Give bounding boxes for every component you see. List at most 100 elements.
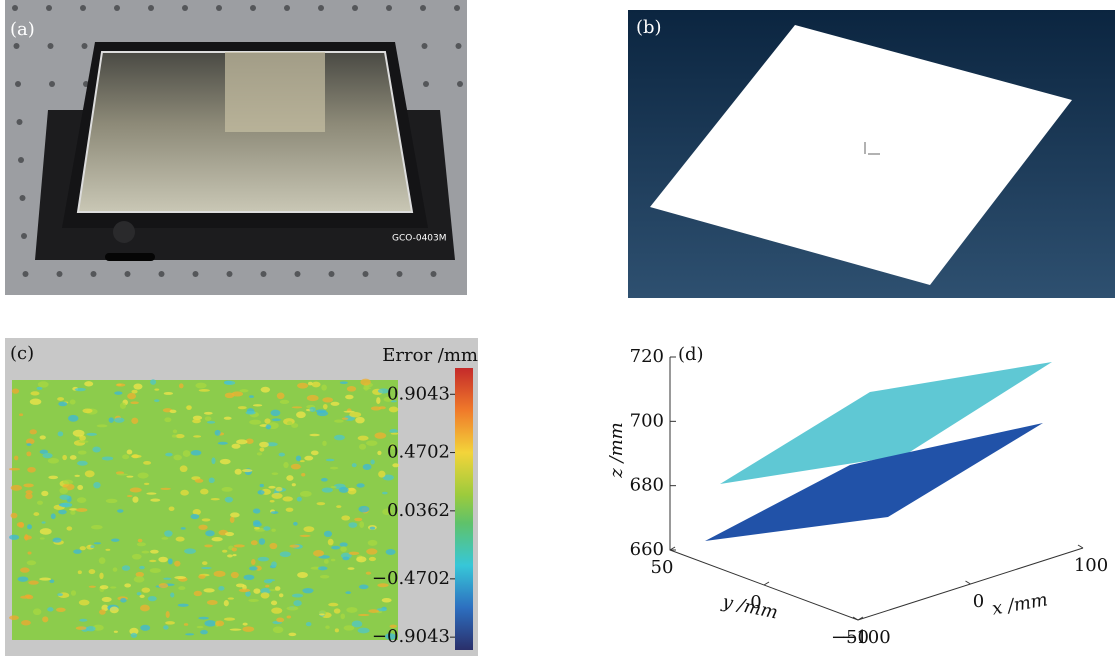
error-speckle <box>68 415 78 422</box>
error-speckle <box>76 508 88 512</box>
hole <box>20 195 26 201</box>
error-speckle <box>78 450 87 454</box>
error-speckle <box>291 423 298 428</box>
error-speckle <box>20 567 30 572</box>
error-speckle <box>370 527 376 530</box>
error-speckle <box>19 522 24 528</box>
error-speckle <box>137 542 146 546</box>
error-speckle <box>359 521 364 528</box>
error-speckle <box>275 487 282 491</box>
error-speckle <box>133 384 142 390</box>
error-speckle <box>214 571 226 577</box>
error-speckle <box>137 592 142 595</box>
error-speckle <box>258 557 269 562</box>
hole <box>91 271 97 277</box>
hole <box>250 5 256 11</box>
error-speckle <box>377 451 381 455</box>
error-speckle <box>204 544 213 547</box>
error-speckle <box>9 535 19 540</box>
hole <box>420 5 426 11</box>
error-speckle <box>249 395 254 398</box>
colorbar-tick-label: 0.4702 <box>387 442 450 463</box>
error-speckle <box>14 456 18 461</box>
error-speckle <box>354 518 362 521</box>
hole <box>227 271 233 277</box>
error-speckle <box>25 490 32 494</box>
hole <box>457 81 463 87</box>
hole <box>125 271 131 277</box>
error-speckle <box>261 592 270 598</box>
error-speckle <box>140 605 150 612</box>
error-speckle <box>366 548 377 554</box>
error-speckle <box>349 552 360 555</box>
error-speckle <box>131 418 138 424</box>
error-speckle <box>363 464 372 470</box>
error-speckle <box>204 620 216 626</box>
error-speckle <box>331 546 340 550</box>
error-speckle <box>114 391 122 394</box>
error-speckle <box>328 603 338 607</box>
error-speckle <box>371 406 382 410</box>
error-speckle <box>154 399 159 402</box>
error-speckle <box>368 609 379 613</box>
error-speckle <box>234 544 245 547</box>
error-speckle <box>253 508 260 513</box>
error-speckle <box>110 586 116 588</box>
error-speckle <box>232 444 241 449</box>
error-speckle <box>37 387 43 390</box>
colorbar-tick-label: −0.4702 <box>372 568 450 589</box>
error-speckle <box>282 496 292 501</box>
error-speckle <box>251 540 258 545</box>
error-speckle <box>180 490 189 496</box>
error-speckle <box>40 537 45 539</box>
error-speckle <box>192 419 201 423</box>
error-speckle <box>352 463 357 467</box>
error-speckle <box>253 588 260 594</box>
y-tick <box>764 582 769 585</box>
error-speckle <box>86 626 96 631</box>
error-speckle <box>180 465 188 472</box>
z-axis-label: z /mm <box>606 422 627 478</box>
error-speckle <box>325 626 329 629</box>
error-speckle <box>195 479 204 483</box>
hole <box>82 43 88 49</box>
error-speckle <box>320 575 330 578</box>
panel-label: (d) <box>678 344 704 365</box>
error-speckle <box>356 483 364 487</box>
error-speckle <box>358 628 370 634</box>
error-speckle <box>330 467 338 470</box>
error-speckle <box>335 628 339 632</box>
error-speckle <box>140 625 150 631</box>
error-speckle <box>392 463 399 467</box>
error-speckle <box>280 551 291 557</box>
error-speckle <box>102 597 112 602</box>
x-tick-label: 100 <box>1074 555 1108 576</box>
error-speckle <box>122 565 130 571</box>
error-speckle <box>186 405 191 410</box>
error-speckle <box>28 551 32 554</box>
error-speckle <box>195 383 206 389</box>
error-speckle <box>170 593 174 598</box>
error-speckle <box>92 447 100 453</box>
error-speckle <box>331 559 336 562</box>
error-speckle <box>293 600 301 606</box>
knob <box>113 221 135 243</box>
error-speckle <box>134 576 145 582</box>
error-speckle <box>60 503 72 508</box>
y-tick-label: 0 <box>750 592 761 613</box>
error-speckle <box>117 509 123 512</box>
error-speckle <box>200 489 208 495</box>
error-speckle <box>30 391 39 395</box>
colorbar-tick-label: −0.9043 <box>372 626 450 647</box>
colorbar <box>455 368 473 650</box>
error-speckle <box>291 464 301 470</box>
error-speckle <box>225 532 234 536</box>
error-speckle <box>166 611 170 618</box>
error-speckle <box>348 488 357 495</box>
error-speckle <box>218 442 228 445</box>
hole <box>17 119 23 125</box>
error-speckle <box>344 625 355 630</box>
error-speckle <box>257 490 264 494</box>
hole <box>49 81 55 87</box>
panel-d: (d) z /mm y /mm x /mm 660680700720500−50… <box>606 344 1108 648</box>
